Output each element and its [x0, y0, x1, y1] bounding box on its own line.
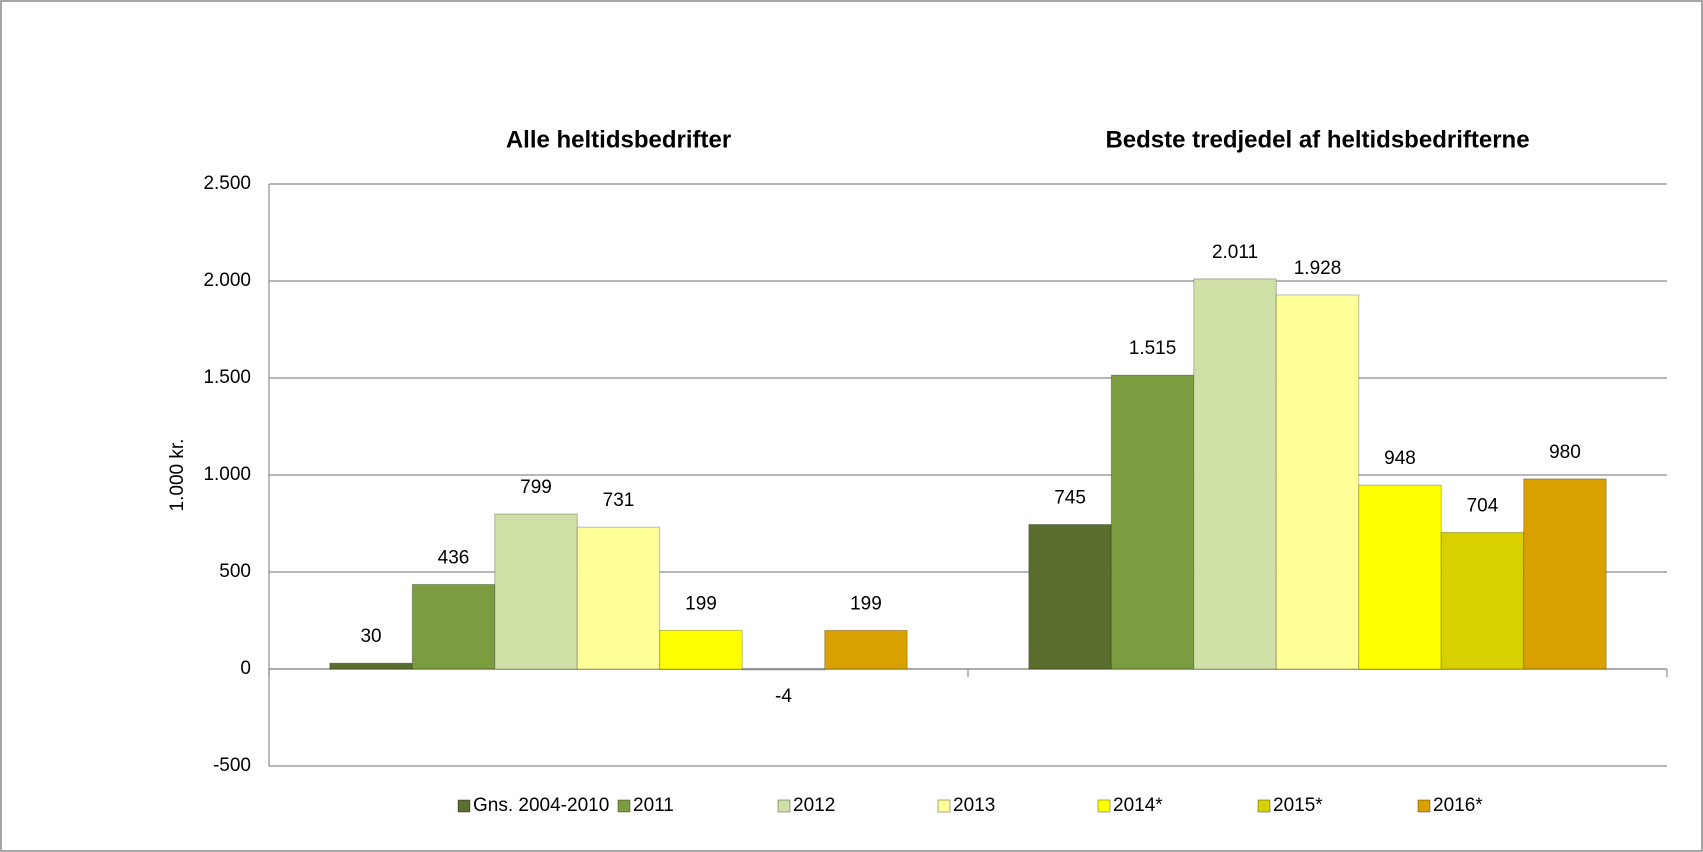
value-label: 30 — [360, 626, 381, 647]
value-label: 199 — [685, 593, 717, 614]
legend-label: 2011 — [633, 795, 674, 816]
y-tick-label: 2.000 — [203, 270, 251, 291]
legend-label: 2013 — [953, 795, 995, 816]
value-label: 948 — [1384, 448, 1416, 469]
legend-swatch — [937, 799, 951, 813]
y-tick-label: 500 — [219, 561, 251, 582]
legend-swatch — [617, 799, 631, 813]
value-label: 2.011 — [1212, 242, 1258, 263]
value-label: 980 — [1549, 442, 1581, 463]
value-label: 731 — [603, 490, 635, 511]
bar — [1193, 278, 1277, 670]
bar — [1110, 374, 1195, 670]
value-label: 704 — [1467, 495, 1499, 516]
bar — [576, 526, 661, 670]
legend-swatch — [1257, 799, 1271, 813]
legend-swatch — [457, 799, 471, 813]
legend-swatch — [1417, 799, 1431, 813]
group-title: Alle heltidsbedrifter — [506, 126, 731, 153]
value-label: 199 — [850, 593, 882, 614]
bar — [1440, 531, 1525, 670]
bar — [411, 583, 496, 670]
value-label: 1.515 — [1129, 338, 1177, 359]
legend-label: 2014* — [1113, 795, 1163, 816]
bar — [494, 513, 578, 670]
bar — [824, 629, 908, 670]
y-tick-label: 1.000 — [203, 464, 251, 485]
value-label: 745 — [1054, 487, 1086, 508]
y-tick-label: 2.500 — [203, 173, 251, 194]
bar — [329, 662, 413, 670]
legend-label: 2016* — [1433, 795, 1483, 816]
value-label: 1.928 — [1294, 258, 1342, 279]
y-tick-label: -500 — [213, 755, 251, 776]
legend-swatch — [777, 799, 791, 813]
legend-label: Gns. 2004-2010 — [473, 795, 609, 816]
bar — [1523, 478, 1607, 670]
value-label: 799 — [520, 477, 552, 498]
y-tick-label: 0 — [240, 658, 251, 679]
bar — [1028, 523, 1112, 670]
legend-label: 2015* — [1273, 795, 1323, 816]
bar — [1275, 294, 1360, 670]
y-tick-label: 1.500 — [203, 367, 251, 388]
legend-label: 2012 — [793, 795, 835, 816]
value-label: 436 — [438, 547, 470, 568]
bar — [659, 629, 743, 670]
y-axis-label: 1.000 kr. — [167, 439, 188, 512]
bar — [741, 668, 826, 671]
group-title: Bedste tredjedel af heltidsbedrifterne — [1105, 126, 1529, 153]
value-label: -4 — [775, 686, 792, 707]
legend-swatch — [1097, 799, 1111, 813]
bar — [1358, 484, 1442, 670]
